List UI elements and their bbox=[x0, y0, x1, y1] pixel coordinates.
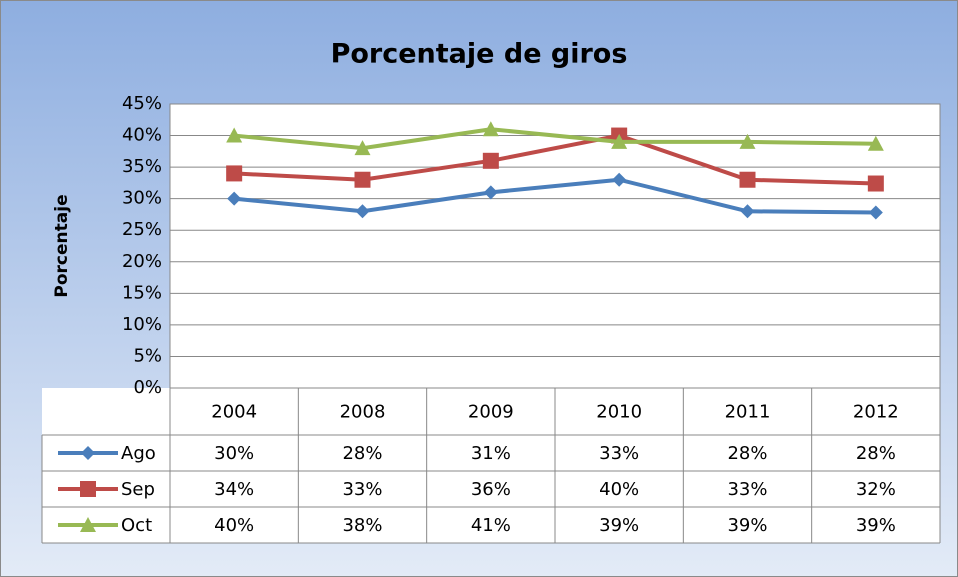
legend-label: Ago bbox=[121, 443, 156, 464]
table-value: 41% bbox=[471, 515, 511, 536]
data-point bbox=[226, 127, 243, 143]
x-tick-label: 2011 bbox=[725, 402, 771, 423]
table-value: 33% bbox=[599, 443, 639, 464]
data-point bbox=[354, 140, 371, 156]
plot-area bbox=[169, 103, 941, 389]
table-value: 40% bbox=[214, 515, 254, 536]
table-value: 36% bbox=[471, 479, 511, 500]
data-point bbox=[226, 165, 243, 182]
table-value: 39% bbox=[599, 515, 639, 536]
table-value: 32% bbox=[856, 479, 896, 500]
y-tick-label: 10% bbox=[122, 314, 162, 335]
y-tick-label: 30% bbox=[122, 188, 162, 209]
y-tick-label: 20% bbox=[122, 251, 162, 272]
table-value: 33% bbox=[342, 479, 382, 500]
table-value: 28% bbox=[727, 443, 767, 464]
chart-title: Porcentaje de giros bbox=[331, 39, 628, 70]
data-point bbox=[483, 185, 498, 200]
data-point bbox=[227, 191, 242, 206]
data-point bbox=[867, 135, 884, 151]
series-line bbox=[233, 177, 876, 215]
series-line bbox=[234, 133, 876, 186]
legend-marker bbox=[81, 446, 95, 460]
y-tick-label: 5% bbox=[133, 345, 162, 366]
data-point bbox=[482, 121, 499, 137]
data-point bbox=[482, 152, 499, 169]
y-tick-label: 40% bbox=[122, 125, 162, 146]
y-tick-label: 35% bbox=[122, 156, 162, 177]
table-value: 30% bbox=[214, 443, 254, 464]
x-tick-label: 2009 bbox=[468, 402, 514, 423]
legend-marker bbox=[80, 481, 96, 497]
legend-label: Sep bbox=[121, 479, 155, 500]
table-value: 31% bbox=[471, 443, 511, 464]
y-tick-label: 45% bbox=[122, 93, 162, 114]
data-point bbox=[611, 133, 628, 149]
x-tick-label: 2008 bbox=[340, 402, 386, 423]
table-value: 34% bbox=[214, 479, 254, 500]
x-tick-label: 2012 bbox=[853, 402, 899, 423]
table-value: 28% bbox=[856, 443, 896, 464]
table-value: 33% bbox=[727, 479, 767, 500]
data-point bbox=[868, 205, 883, 220]
legend-label: Oct bbox=[121, 515, 152, 536]
data-point bbox=[612, 172, 627, 187]
y-tick-label: 0% bbox=[133, 377, 162, 398]
series-line bbox=[233, 127, 876, 151]
table-value: 39% bbox=[727, 515, 767, 536]
y-tick-label: 15% bbox=[122, 282, 162, 303]
x-tick-label: 2010 bbox=[596, 402, 642, 423]
table-value: 28% bbox=[342, 443, 382, 464]
data-point bbox=[739, 133, 756, 149]
data-point bbox=[739, 171, 756, 188]
table-value: 40% bbox=[599, 479, 639, 500]
data-table bbox=[42, 388, 940, 543]
y-tick-label: 25% bbox=[122, 219, 162, 240]
data-point bbox=[354, 171, 371, 188]
table-value: 38% bbox=[342, 515, 382, 536]
y-axis-label: Porcentaje bbox=[52, 194, 72, 297]
data-point bbox=[355, 204, 370, 219]
data-point bbox=[740, 204, 755, 219]
data-point bbox=[867, 175, 884, 192]
table-value: 39% bbox=[856, 515, 896, 536]
legend-marker bbox=[80, 517, 96, 532]
x-tick-label: 2004 bbox=[211, 402, 257, 423]
